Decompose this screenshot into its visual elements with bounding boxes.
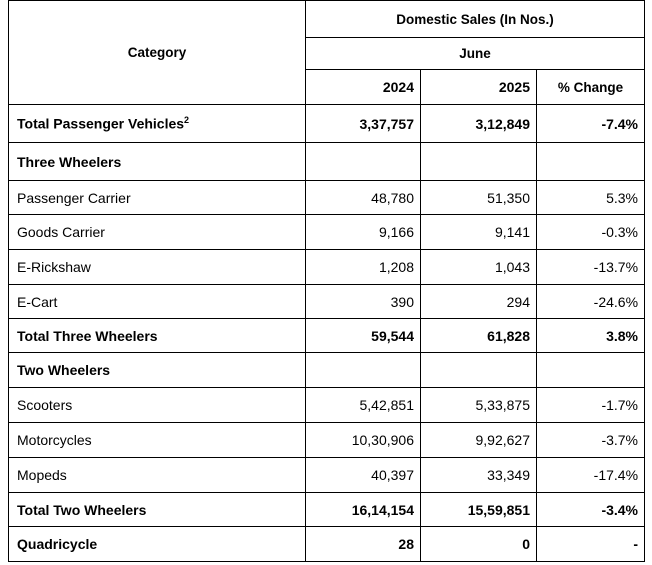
value-cell: 5.3% — [535, 180, 646, 215]
category-label: Motorcycles — [17, 432, 92, 448]
category-cell: Passenger Carrier — [8, 180, 306, 215]
value-cell: -13.7% — [535, 249, 646, 285]
category-cell: Total Passenger Vehicles2 — [8, 104, 306, 143]
table-row: Passenger Carrier 48,780 51,350 5.3% — [8, 180, 646, 215]
value-cell: 9,166 — [305, 214, 421, 250]
value-cell: 33,349 — [420, 457, 537, 493]
header-year: 2024 — [305, 69, 421, 105]
category-label: Goods Carrier — [17, 224, 105, 240]
value-cell: -1.7% — [535, 387, 646, 423]
category-cell: E-Cart — [8, 284, 306, 319]
value-cell — [420, 142, 537, 181]
category-label: Total Passenger Vehicles — [17, 115, 185, 132]
category-cell: Motorcycles — [8, 422, 306, 458]
category-cell: Quadricycle — [8, 526, 306, 562]
value-cell: 59,544 — [305, 318, 421, 353]
table-body: Total Passenger Vehicles2 3,37,757 3,12,84… — [8, 104, 646, 562]
table-row: Total Three Wheelers 59,544 61,828 3.8% — [8, 318, 646, 353]
superscript: 2 — [184, 115, 190, 126]
table-row: Two Wheelers — [8, 352, 646, 388]
table-row: Three Wheelers — [8, 142, 646, 181]
category-cell: Three Wheelers — [8, 142, 306, 181]
value-cell: 5,42,851 — [305, 387, 421, 423]
value-cell: -3.7% — [535, 422, 646, 458]
value-cell: 40,397 — [305, 457, 421, 493]
value-cell: -3.4% — [535, 492, 646, 527]
value-cell: 61,828 — [420, 318, 537, 353]
category-label: Two Wheelers — [17, 362, 111, 378]
category-cell: Total Two Wheelers — [8, 492, 306, 527]
value-cell: 15,59,851 — [420, 492, 537, 527]
value-cell: 51,350 — [420, 180, 537, 215]
value-cell: 16,14,154 — [305, 492, 421, 527]
table-row: Quadricycle 28 0- — [8, 526, 646, 562]
category-cell: E-Rickshaw — [8, 249, 306, 285]
value-cell — [420, 352, 537, 388]
value-cell: 1,208 — [305, 249, 421, 285]
header-group: Domestic Sales (In Nos.) — [304, 0, 646, 38]
value-cell: 3.8% — [535, 318, 646, 353]
value-cell: 1,043 — [420, 249, 537, 285]
value-cell: -24.6% — [535, 284, 646, 319]
table-row: E-Cart 390 294 -24.6% — [8, 284, 646, 319]
value-cell — [305, 352, 421, 388]
category-label: E-Cart — [17, 293, 58, 310]
value-cell: 28 — [305, 526, 421, 562]
sales-table: Category Domestic Sales (In Nos.) June 2… — [8, 0, 646, 562]
category-cell: Two Wheelers — [8, 352, 306, 388]
category-label: Total Two Wheelers — [17, 501, 147, 518]
header-year: 2025 — [420, 69, 537, 105]
category-label: E-Rickshaw — [17, 259, 91, 275]
value-cell: 48,780 — [305, 180, 421, 215]
table-row: E-Rickshaw 1,208 1,043 -13.7% — [8, 249, 646, 285]
category-label: Total Three Wheelers — [17, 327, 158, 344]
value-cell: 0 — [420, 526, 537, 562]
table-row: Motorcycles 10,30,906 9,92,627 -3.7% — [8, 422, 646, 458]
value-cell: 3,12,849 — [420, 104, 537, 143]
value-cell: -0.3% — [535, 214, 646, 250]
value-cell: 10,30,906 — [305, 422, 421, 458]
value-cell: 3,37,757 — [305, 104, 421, 143]
table-row: Mopeds 40,397 33,349 -17.4% — [8, 457, 646, 493]
value-cell: -17.4% — [535, 457, 646, 493]
value-cell — [535, 352, 646, 388]
category-label: Quadricycle — [17, 536, 98, 552]
category-cell: Goods Carrier — [8, 214, 306, 250]
table-row: Scooters 5,42,851 5,33,875 -1.7% — [8, 387, 646, 423]
category-label: Three Wheelers — [17, 153, 122, 170]
table-row: Total Passenger Vehicles2 3,37,757 3,12,84… — [8, 104, 646, 143]
value-cell: 390 — [305, 284, 421, 319]
category-cell: Total Three Wheelers — [8, 318, 306, 353]
category-cell: Scooters — [8, 387, 306, 423]
header-change: % Change — [535, 69, 646, 105]
header-month: June — [304, 37, 646, 70]
category-label: Scooters — [17, 397, 73, 413]
value-cell: -7.4% — [535, 104, 646, 143]
header-category: Category — [8, 0, 306, 105]
value-cell: 9,92,627 — [420, 422, 537, 458]
value-cell: 5,33,875 — [420, 387, 537, 423]
category-label: Mopeds — [17, 467, 67, 483]
value-cell — [305, 142, 421, 181]
category-cell: Mopeds — [8, 457, 306, 493]
table-row: Goods Carrier 9,166 9,141 -0.3% — [8, 214, 646, 250]
value-cell: 294 — [420, 284, 537, 319]
value-cell: 9,141 — [420, 214, 537, 250]
value-cell: - — [535, 526, 646, 562]
category-label: Passenger Carrier — [17, 189, 131, 206]
table-row: Total Two Wheelers 16,14,154 15,59,851 -3.4… — [8, 492, 646, 527]
value-cell — [535, 142, 646, 181]
